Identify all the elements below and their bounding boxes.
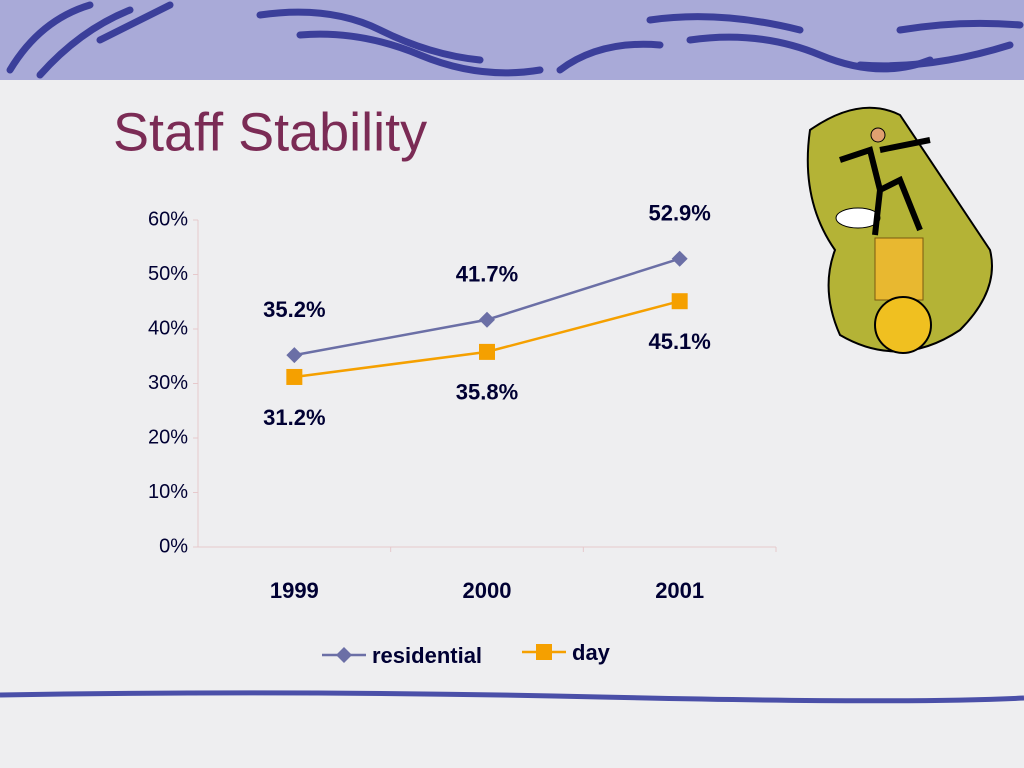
footer-line	[0, 690, 1024, 704]
marker	[286, 368, 303, 385]
data-label: 52.9%	[648, 201, 710, 226]
data-label: 31.2%	[263, 405, 325, 430]
y-tick-label: 0%	[159, 535, 188, 557]
slide-title: Staff Stability	[113, 102, 427, 162]
y-tick-label: 40%	[148, 317, 188, 339]
x-tick-label: 2000	[463, 578, 512, 603]
marker	[286, 347, 303, 364]
y-tick-label: 20%	[148, 426, 188, 448]
marker	[479, 311, 495, 328]
clipart	[806, 106, 993, 354]
x-tick-label: 1999	[270, 578, 319, 603]
legend-marker	[336, 647, 352, 663]
y-tick-label: 60%	[148, 208, 188, 230]
y-tick-label: 50%	[148, 263, 188, 285]
data-label: 35.2%	[263, 297, 325, 322]
legend-label: residential	[372, 643, 482, 668]
marker	[671, 250, 688, 267]
x-tick-label: 2001	[655, 578, 704, 603]
marker	[671, 293, 688, 310]
data-label: 45.1%	[648, 329, 710, 354]
data-label: 41.7%	[456, 262, 518, 287]
y-tick-label: 10%	[148, 481, 188, 503]
legend-label: day	[572, 640, 611, 665]
y-tick-label: 30%	[148, 372, 188, 394]
header-swooshes	[6, 1, 1024, 79]
marker	[479, 343, 495, 360]
legend-marker	[536, 644, 552, 660]
data-label: 35.8%	[456, 380, 518, 405]
plot: 0% 10% 20% 30% 40% 50% 60% 1999 2000 2001 35.2% 41.…	[148, 201, 777, 668]
